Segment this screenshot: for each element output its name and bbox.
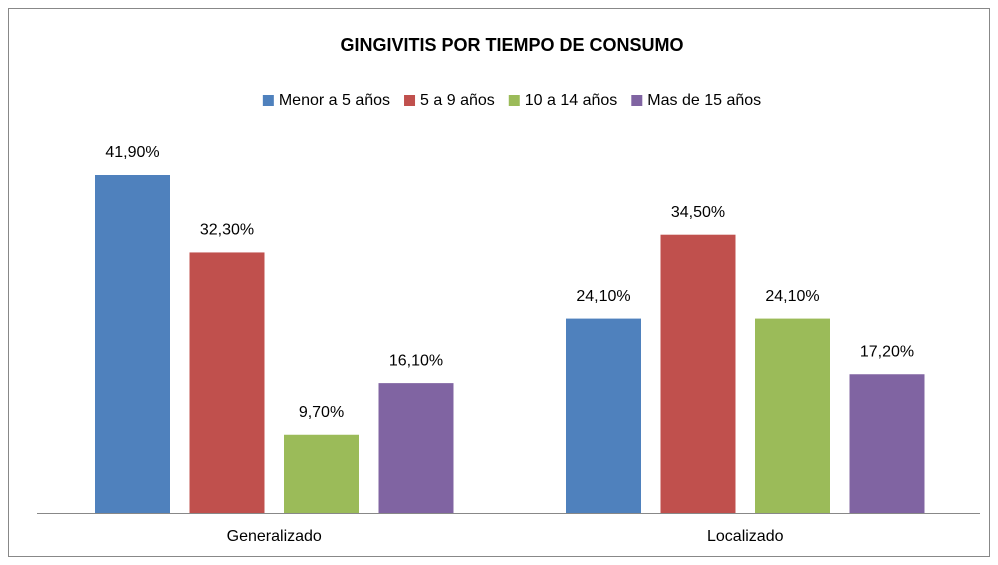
- data-label: 9,70%: [299, 404, 344, 421]
- bar: [189, 252, 265, 513]
- legend-label: Mas de 15 años: [647, 92, 761, 109]
- chart-title: GINGIVITIS POR TIEMPO DE CONSUMO: [340, 35, 683, 55]
- legend-swatch: [631, 95, 643, 106]
- legend-swatch: [508, 95, 520, 106]
- legend-label: 5 a 9 años: [420, 92, 495, 109]
- data-label: 32,30%: [200, 222, 254, 239]
- data-label: 16,10%: [389, 352, 443, 369]
- bar: [849, 374, 925, 513]
- bar: [378, 383, 454, 513]
- data-label: 17,20%: [860, 343, 914, 360]
- data-label: 34,50%: [671, 204, 725, 221]
- data-label: 24,10%: [576, 288, 630, 305]
- bar: [566, 318, 641, 513]
- legend-swatch: [404, 95, 416, 106]
- legend-label: Menor a 5 años: [279, 92, 390, 109]
- bar: [284, 434, 359, 513]
- x-tick-label: Localizado: [707, 528, 784, 545]
- legend-label: 10 a 14 años: [525, 92, 618, 109]
- bar: [95, 175, 170, 513]
- data-label: 24,10%: [765, 288, 819, 305]
- x-tick-label: Generalizado: [227, 528, 322, 545]
- legend-swatch: [262, 95, 274, 106]
- bar: [755, 318, 830, 513]
- data-label: 41,90%: [105, 144, 159, 161]
- bar: [660, 234, 736, 513]
